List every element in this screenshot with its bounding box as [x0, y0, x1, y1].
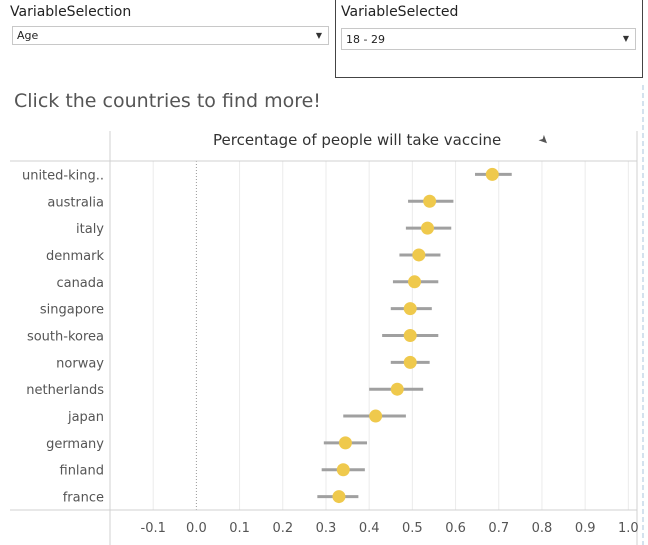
category-label[interactable]: canada [56, 276, 104, 291]
x-tick-label: 0.9 [575, 521, 596, 536]
x-tick-label: 1.0 [618, 521, 639, 536]
data-point[interactable] [403, 355, 417, 369]
x-tick-label: 0.6 [445, 521, 466, 536]
variable-selection-value: Age [17, 29, 39, 42]
x-tick-label: 0.1 [229, 521, 250, 536]
data-point[interactable] [420, 221, 434, 235]
category-label[interactable]: netherlands [26, 383, 104, 398]
chart-title: Percentage of people will take vaccine [213, 131, 502, 149]
variable-selection-dropdown[interactable]: Age ▼ [12, 26, 329, 45]
category-label[interactable]: united-king.. [22, 168, 104, 183]
x-tick-label: 0.0 [186, 521, 207, 536]
x-tick-label: 0.5 [402, 521, 423, 536]
x-tick-label: 0.3 [316, 521, 337, 536]
category-label[interactable]: italy [76, 222, 104, 237]
headline: Click the countries to find more! [14, 90, 321, 112]
category-label[interactable]: south-korea [27, 330, 104, 345]
category-label[interactable]: finland [60, 464, 105, 479]
x-tick-label: 0.7 [488, 521, 509, 536]
x-tick-label: 0.2 [272, 521, 293, 536]
data-point[interactable] [369, 409, 383, 423]
variable-selected-dropdown[interactable]: 18 - 29 ▼ [341, 28, 636, 50]
category-label[interactable]: japan [67, 410, 104, 425]
chevron-down-icon[interactable]: ▼ [622, 34, 630, 43]
variable-selected-label: VariableSelected [341, 4, 459, 20]
x-tick-label: 0.4 [359, 521, 380, 536]
data-point[interactable] [408, 275, 422, 289]
category-label[interactable]: norway [56, 356, 104, 371]
data-point[interactable] [403, 302, 417, 316]
variable-selection-label: VariableSelection [10, 4, 132, 20]
variable-selected-panel [335, 0, 643, 78]
data-point[interactable] [412, 248, 426, 262]
category-label[interactable]: denmark [46, 249, 104, 264]
category-label[interactable]: singapore [40, 303, 104, 318]
data-point[interactable] [332, 490, 346, 504]
data-point[interactable] [390, 382, 404, 396]
chevron-down-icon[interactable]: ▼ [315, 31, 323, 40]
variable-selected-value: 18 - 29 [346, 33, 385, 46]
category-label[interactable]: australia [47, 195, 104, 210]
x-tick-label: 0.8 [532, 521, 553, 536]
data-point[interactable] [338, 436, 352, 450]
category-label[interactable]: germany [46, 437, 104, 452]
data-point[interactable] [485, 167, 499, 181]
x-tick-label: -0.1 [141, 521, 166, 536]
category-label[interactable]: france [63, 491, 104, 506]
data-point[interactable] [403, 329, 417, 342]
data-point[interactable] [336, 463, 350, 477]
data-point[interactable] [423, 194, 437, 208]
